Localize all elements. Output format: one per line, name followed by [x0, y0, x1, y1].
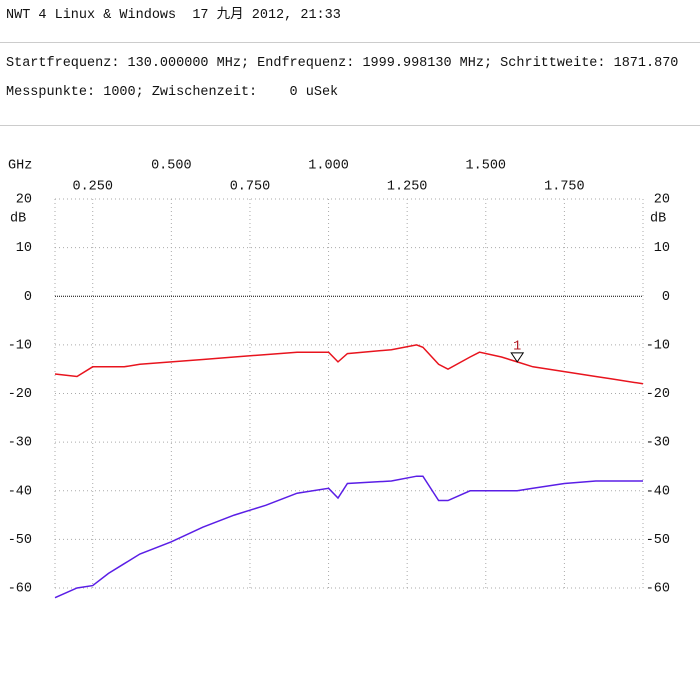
y-tick-label: 0: [24, 290, 32, 305]
x-tick-label: 0.250: [72, 180, 113, 195]
x-axis-label: GHz: [8, 159, 32, 174]
header-line: Messpunkte: 1000; Zwischenzeit: 0 uSek: [6, 85, 339, 100]
y-axis-label: dB: [10, 212, 26, 227]
y-tick-label: -40: [8, 484, 32, 499]
marker-label: 1: [513, 339, 521, 354]
y-tick-label: -30: [646, 436, 670, 451]
marker: [510, 352, 525, 363]
separator: [0, 42, 700, 43]
y-tick-label: -10: [646, 338, 670, 353]
y-tick-label: -40: [646, 484, 670, 499]
series-line: [54, 344, 644, 385]
y-tick-label: -20: [646, 387, 670, 402]
header-title: NWT 4 Linux & Windows 17 九月 2012, 21:33: [6, 8, 341, 23]
separator: [0, 125, 700, 126]
x-tick-label: 1.000: [308, 159, 349, 174]
y-tick-label: -30: [8, 436, 32, 451]
x-tick-label: 0.500: [151, 159, 192, 174]
x-tick-label: 1.500: [466, 159, 507, 174]
y-tick-label: -20: [8, 387, 32, 402]
y-tick-label: 0: [662, 290, 670, 305]
y-tick-label: -60: [646, 582, 670, 597]
y-tick-label: 20: [16, 193, 32, 208]
y-tick-label: -50: [8, 533, 32, 548]
x-tick-label: 1.250: [387, 180, 428, 195]
y-tick-label: -10: [8, 338, 32, 353]
y-tick-label: 10: [16, 241, 32, 256]
y-tick-label: 10: [654, 241, 670, 256]
y-tick-label: 20: [654, 193, 670, 208]
y-tick-label: -60: [8, 582, 32, 597]
x-tick-label: 1.750: [544, 180, 585, 195]
series-line: [54, 475, 643, 599]
y-tick-label: -50: [646, 533, 670, 548]
header-line: Startfrequenz: 130.000000 MHz; Endfreque…: [6, 56, 679, 71]
x-tick-label: 0.750: [230, 180, 271, 195]
y-axis-label: dB: [650, 212, 666, 227]
